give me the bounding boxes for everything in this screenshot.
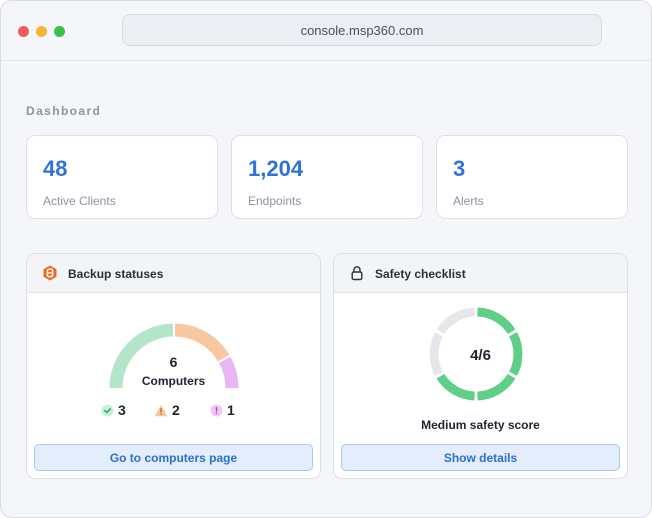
panel-header: Backup statuses bbox=[27, 254, 320, 293]
exclamation-circle-icon bbox=[210, 404, 223, 416]
backup-total-label: Computers bbox=[141, 374, 206, 388]
ring-segment-passed bbox=[477, 373, 516, 401]
stat-value: 48 bbox=[43, 156, 68, 181]
ring-segment-passed bbox=[509, 332, 523, 376]
maximize-window-button[interactable] bbox=[54, 26, 65, 37]
stat-value: 1,204 bbox=[248, 156, 304, 181]
status-success[interactable]: 3 bbox=[101, 402, 126, 418]
success-count: 3 bbox=[118, 402, 126, 418]
stat-card-endpoints[interactable]: 1,204 Endpoints bbox=[231, 135, 423, 219]
ring-segment-pending bbox=[429, 332, 443, 376]
failed-count: 1 bbox=[227, 402, 235, 418]
stat-label: Active Clients bbox=[43, 194, 116, 208]
safety-score-value: 4/6 bbox=[470, 347, 491, 364]
ring-segment-pending bbox=[436, 307, 475, 335]
stat-value: 3 bbox=[453, 156, 466, 181]
page-title: Dashboard bbox=[26, 104, 102, 118]
safety-checklist-panel: Safety checklist 4/6 Medium safety score… bbox=[333, 253, 628, 479]
safety-score-label: Medium safety score bbox=[421, 418, 540, 432]
lock-icon bbox=[351, 266, 363, 281]
panel-header: Safety checklist bbox=[334, 254, 627, 293]
check-circle-icon bbox=[101, 404, 114, 416]
panel-title: Safety checklist bbox=[375, 267, 466, 281]
stat-card-alerts[interactable]: 3 Alerts bbox=[436, 135, 628, 219]
ring-segment-passed bbox=[477, 307, 516, 335]
gauge-segment-warning bbox=[174, 323, 230, 362]
stat-label: Alerts bbox=[453, 194, 484, 208]
minimize-window-button[interactable] bbox=[36, 26, 47, 37]
warning-triangle-icon bbox=[154, 404, 168, 416]
go-to-computers-button[interactable]: Go to computers page bbox=[34, 444, 313, 471]
safety-score-ring bbox=[429, 307, 523, 401]
stat-label: Endpoints bbox=[248, 194, 302, 208]
warning-count: 2 bbox=[172, 402, 180, 418]
backup-hexagon-icon bbox=[43, 265, 57, 281]
stat-card-active-clients[interactable]: 48 Active Clients bbox=[26, 135, 218, 219]
backup-total-value: 6 bbox=[169, 354, 178, 370]
backup-statuses-panel: Backup statuses 6 Computers 3 2 bbox=[26, 253, 321, 479]
ring-segment-passed bbox=[436, 373, 475, 401]
status-warning[interactable]: 2 bbox=[154, 402, 180, 418]
address-bar[interactable]: console.msp360.com bbox=[122, 14, 602, 46]
gauge-segment-success bbox=[109, 323, 174, 389]
close-window-button[interactable] bbox=[18, 26, 29, 37]
gauge-segment-failed bbox=[218, 356, 239, 389]
panel-title: Backup statuses bbox=[68, 267, 164, 281]
backup-gauge bbox=[109, 323, 239, 389]
browser-titlebar: console.msp360.com bbox=[1, 1, 651, 61]
show-details-button[interactable]: Show details bbox=[341, 444, 620, 471]
status-failed[interactable]: 1 bbox=[210, 402, 235, 418]
